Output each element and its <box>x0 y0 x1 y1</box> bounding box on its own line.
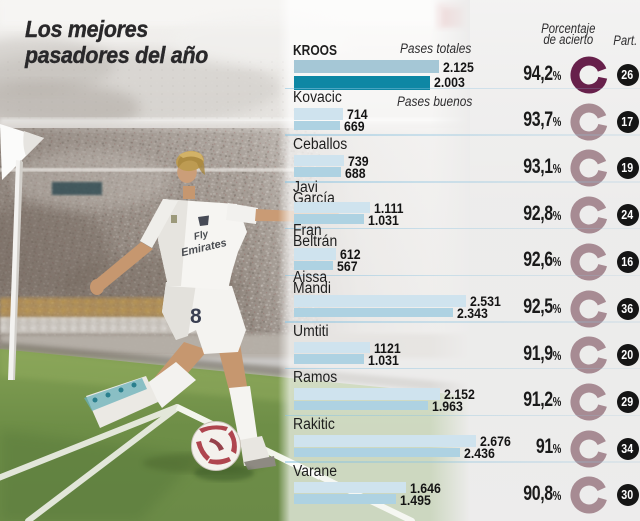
svg-text:Fly: Fly <box>193 229 210 243</box>
svg-text:8: 8 <box>190 305 202 328</box>
